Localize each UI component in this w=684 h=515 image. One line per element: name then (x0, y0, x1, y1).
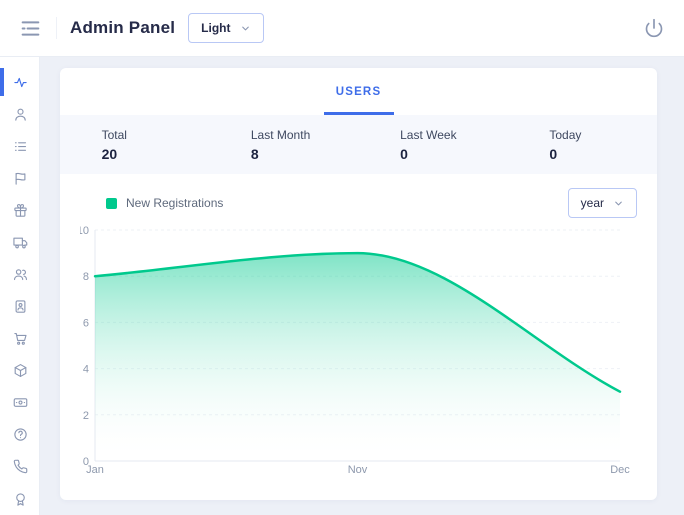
stat-last-week-value: 0 (400, 145, 408, 162)
theme-selector-value: Light (201, 21, 231, 35)
package-icon (14, 364, 26, 378)
list-icon (14, 141, 26, 151)
legend-marker-new-registrations (106, 197, 117, 209)
contact-card-icon (15, 300, 25, 313)
stat-last-week-label: Last Week (400, 127, 457, 142)
header-divider (56, 17, 57, 39)
award-icon (15, 492, 25, 506)
registrations-chart: 0 2 4 6 8 10 Jan Nov Dec (80, 226, 630, 476)
sidebar-item-package[interactable] (0, 355, 40, 387)
chart-section: New Registrations year 0 2 4 6 8 10 Jan Nov Dec (60, 174, 657, 500)
user-icon (14, 108, 26, 121)
power-icon (645, 18, 663, 38)
svg-text:Nov: Nov (348, 464, 368, 476)
svg-text:8: 8 (83, 271, 89, 283)
stat-total-value: 20 (101, 145, 118, 162)
menu-button[interactable] (18, 16, 43, 41)
phone-icon (13, 460, 27, 474)
range-selector[interactable]: year (567, 188, 637, 218)
help-icon (13, 428, 27, 442)
svg-text:2: 2 (83, 410, 89, 422)
svg-text:4: 4 (83, 364, 89, 376)
active-indicator (0, 68, 4, 97)
stat-today-label: Today (549, 127, 582, 142)
stat-today-value: 0 (549, 145, 558, 162)
sidebar-item-activity[interactable] (0, 66, 40, 98)
sidebar-item-flag[interactable] (0, 162, 40, 194)
stat-today: Today 0 (508, 128, 657, 162)
chevron-down-icon (240, 23, 251, 34)
tab-users[interactable]: USERS (323, 68, 394, 115)
svg-text:0: 0 (83, 456, 89, 468)
sidebar-item-contact-card[interactable] (0, 291, 40, 323)
activity-icon (13, 77, 27, 87)
stat-last-month: Last Month 8 (209, 128, 358, 162)
users-card: USERS Total 20 Last Month 8 Last Week 0 … (60, 68, 657, 500)
menu-icon (21, 20, 40, 36)
tab-users-label: USERS (335, 85, 382, 98)
range-selector-value: year (580, 196, 604, 210)
legend-label: New Registrations (126, 196, 224, 210)
stat-total-label: Total (101, 127, 127, 142)
sidebar-item-users[interactable] (0, 258, 40, 290)
tab-bar: USERS (60, 68, 657, 115)
top-header: Admin Panel Light (0, 0, 684, 57)
svg-text:Dec: Dec (610, 464, 630, 476)
sidebar-item-wallet[interactable] (0, 387, 40, 419)
logout-button[interactable] (642, 16, 666, 40)
chart-legend: New Registrations (106, 196, 223, 210)
page-title: Admin Panel (70, 18, 176, 37)
sidebar-item-user[interactable] (0, 98, 40, 130)
theme-selector[interactable]: Light (188, 13, 264, 43)
stat-last-week: Last Week 0 (359, 128, 508, 162)
sidebar-item-award[interactable] (0, 483, 40, 515)
sidebar-item-cart[interactable] (0, 323, 40, 355)
wallet-icon (13, 398, 27, 408)
sidebar-rail (0, 57, 40, 515)
chevron-down-icon (613, 198, 624, 209)
sidebar-item-phone[interactable] (0, 451, 40, 483)
users-icon (13, 269, 27, 281)
sidebar-item-gift[interactable] (0, 194, 40, 226)
cart-icon (13, 333, 27, 345)
stat-total: Total 20 (60, 128, 209, 162)
svg-text:Jan: Jan (86, 464, 104, 476)
gift-icon (13, 203, 27, 217)
tab-active-underline (323, 112, 394, 115)
stats-row: Total 20 Last Month 8 Last Week 0 Today … (60, 115, 657, 174)
stat-last-month-label: Last Month (250, 127, 311, 142)
stat-last-month-value: 8 (250, 145, 259, 162)
flag-icon (15, 172, 25, 185)
sidebar-item-truck[interactable] (0, 226, 40, 258)
svg-text:10: 10 (80, 226, 89, 237)
truck-icon (12, 237, 27, 249)
chart-toolbar: New Registrations year (80, 188, 637, 218)
sidebar-item-help[interactable] (0, 419, 40, 451)
sidebar-item-list[interactable] (0, 130, 40, 162)
svg-text:6: 6 (83, 317, 89, 329)
